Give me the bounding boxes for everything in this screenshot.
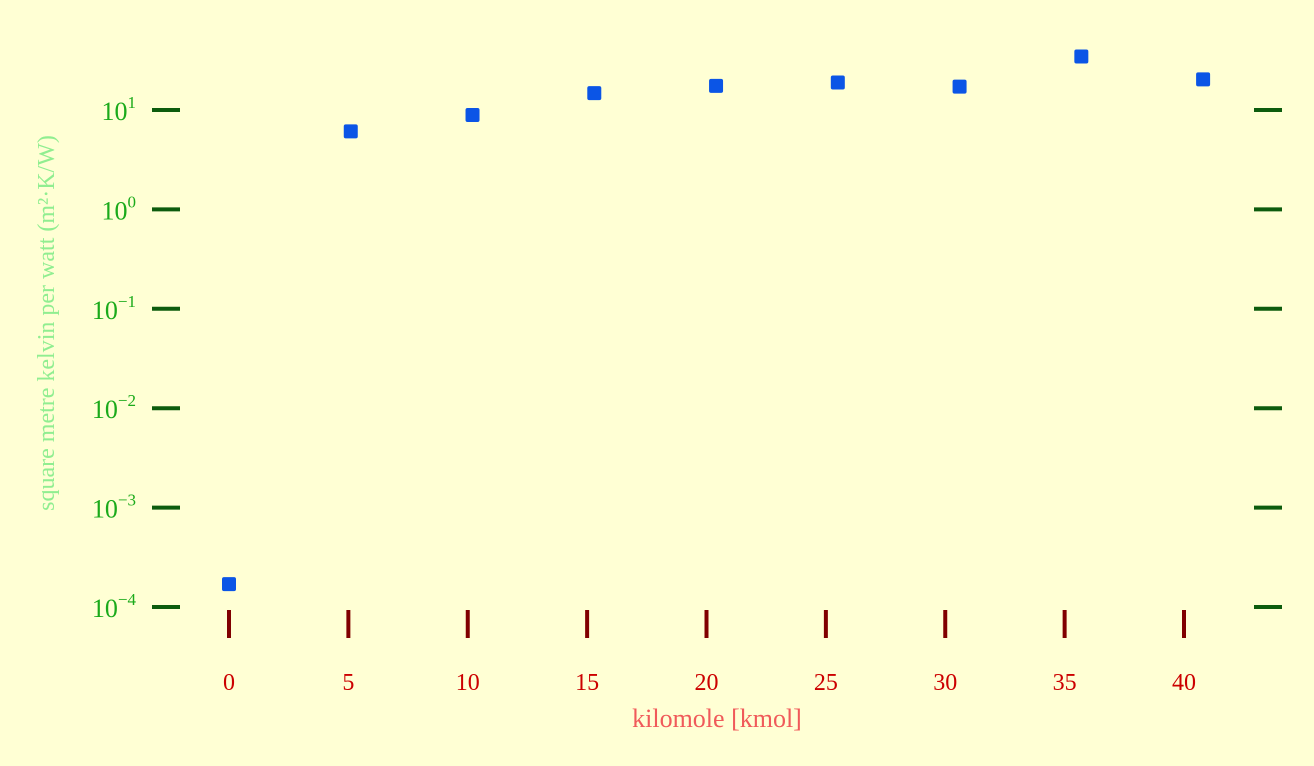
data-point [587,86,602,101]
x-tick-label: 20 [695,670,719,696]
x-tick-label: 40 [1172,670,1196,696]
y-axis-right-ticks [1254,108,1282,609]
y-tick-label: 101 [102,93,137,126]
x-tick-label: 25 [814,670,838,696]
y-tick-label: 10−1 [92,292,136,325]
data-point [343,124,358,139]
x-tick-label: 10 [456,670,480,696]
data-point [1196,72,1211,87]
data-point [830,75,845,90]
x-axis-label: kilomole [kmol] [632,704,802,733]
data-point [709,78,724,93]
y-tick-label: 10−4 [92,590,137,623]
x-tick-label: 15 [575,670,599,696]
y-axis-label: square metre kelvin per watt (m²·K/W) [34,135,60,511]
x-tick-label: 35 [1053,670,1077,696]
x-axis-ticks: 0 5 10 15 20 25 30 35 40 [223,610,1196,696]
data-point [952,79,967,94]
x-tick-label: 30 [933,670,957,696]
y-tick-label: 10−3 [92,491,136,524]
y-tick-label: 10−2 [92,391,136,424]
y-tick-label: 100 [102,192,137,225]
data-point [1074,49,1089,64]
data-point [222,577,236,592]
x-tick-label: 0 [223,670,235,696]
data-point [465,108,480,123]
x-tick-label: 5 [342,670,354,696]
scatter-points [222,49,1211,592]
y-axis-left-ticks: 101 100 10−1 10−2 10−3 10−4 [92,93,180,623]
